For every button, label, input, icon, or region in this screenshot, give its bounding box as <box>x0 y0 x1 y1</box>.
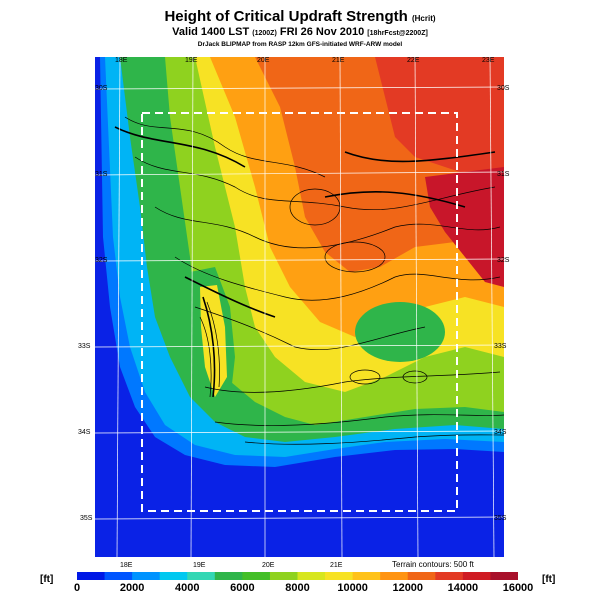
lon-label-top: 19E <box>185 57 198 64</box>
colorbar-tick-label: 4000 <box>175 582 200 594</box>
thick-contours <box>114 126 496 398</box>
unit-label-left: [ft] <box>40 574 54 585</box>
map-plot[interactable] <box>95 57 504 557</box>
colorbar-swatch <box>214 572 243 580</box>
utc-time: (1200Z) <box>252 30 277 37</box>
valid-time: Valid 1400 LST <box>172 26 250 38</box>
lat-label-right: 35S <box>494 515 507 522</box>
colorbar-swatch <box>132 572 161 580</box>
valid-date: FRI 26 Nov 2010 <box>279 26 365 38</box>
terrain-contour-note: Terrain contours: 500 ft <box>392 560 474 569</box>
lon-label-top: 20E <box>257 57 270 64</box>
unit-label-right: [ft] <box>542 574 556 585</box>
chart-title: Height of Critical Updraft Strength (Hcr… <box>0 8 600 25</box>
lat-label-left: 30S <box>95 85 108 92</box>
lat-lon-grid <box>95 57 504 557</box>
colorbar-tick-label: 10000 <box>337 582 368 594</box>
colorbar-swatch <box>325 572 354 580</box>
lat-label-left: 34S <box>78 429 91 436</box>
colorbar-swatch <box>242 572 271 580</box>
colorbar-tick-label: 2000 <box>119 582 145 594</box>
lon-label-top: 18E <box>115 57 128 64</box>
colorbar-swatch <box>407 572 436 580</box>
model-domain-box <box>141 112 458 512</box>
lat-label-right: 33S <box>494 343 507 350</box>
title-tag: (Hcrit) <box>411 14 436 23</box>
colorbar-tick-label: 0 <box>73 582 81 594</box>
lon-label-top: 22E <box>407 57 420 64</box>
colorbar-tick-label: 6000 <box>230 582 255 594</box>
colorbar-swatch <box>462 572 491 580</box>
lat-label-right: 32S <box>497 257 510 264</box>
lat-label-right: 30S <box>497 85 510 92</box>
colorbar-swatch <box>352 572 381 580</box>
colorbar-swatch <box>77 572 106 580</box>
colorbar-swatch <box>380 572 409 580</box>
lon-label-top: 21E <box>332 57 345 64</box>
colorbar <box>77 572 518 580</box>
colorbar-swatch <box>490 572 518 580</box>
title-text: Height of Critical Updraft Strength <box>164 8 408 25</box>
lat-label-right: 34S <box>494 429 507 436</box>
lon-label-bottom: 18E <box>120 562 133 569</box>
lon-label-bottom: 19E <box>193 562 206 569</box>
lat-label-left: 32S <box>95 257 108 264</box>
lon-label-top: 23E <box>482 57 495 64</box>
colorbar-swatch <box>104 572 133 580</box>
lon-label-bottom: 20E <box>262 562 275 569</box>
colorbar-swatch <box>187 572 216 580</box>
lat-label-right: 31S <box>497 171 510 178</box>
lat-label-left: 33S <box>78 343 91 350</box>
terrain-contours <box>124 116 504 445</box>
lon-label-bottom: 21E <box>330 562 343 569</box>
colorbar-tick-label: 14000 <box>447 582 479 594</box>
chart-subtitle: Valid 1400 LST (1200Z) FRI 26 Nov 2010 [… <box>0 26 600 38</box>
colorbar-tick-label: 12000 <box>392 582 424 594</box>
forecast-tag: [18hrFcst@2200Z] <box>367 30 428 37</box>
green-basin <box>355 302 445 362</box>
colorbar-tick-label: 8000 <box>285 582 310 594</box>
colorbar-swatch <box>435 572 464 580</box>
credit-line: DrJack BLIPMAP from RASP 12km GFS-initia… <box>197 41 403 48</box>
lat-label-left: 31S <box>95 171 108 178</box>
colorbar-swatch <box>269 572 298 580</box>
colorbar-swatch <box>159 572 188 580</box>
land-darkred <box>425 167 504 287</box>
colorbar-swatch <box>297 572 326 580</box>
lat-label-left: 35S <box>80 515 93 522</box>
colorbar-tick-label: 16000 <box>502 582 534 594</box>
